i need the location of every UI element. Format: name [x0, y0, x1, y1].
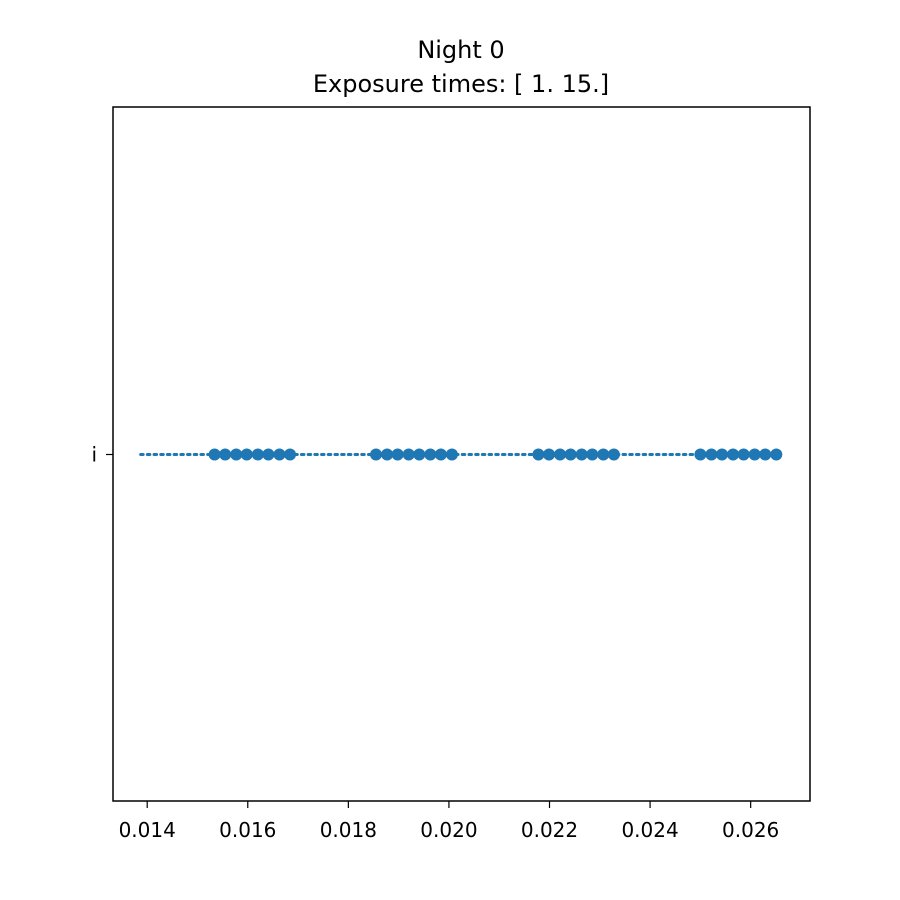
x-tick-label: 0.014 — [119, 818, 176, 842]
data-point — [586, 448, 599, 461]
data-point — [770, 448, 783, 461]
axes: 0.014 0.016 0.018 0.020 0.022 0.024 0.026 i — [91, 106, 811, 842]
data-point — [532, 448, 545, 461]
data-point — [434, 448, 447, 461]
data-point — [262, 448, 275, 461]
data-point — [208, 448, 221, 461]
data-point — [240, 448, 253, 461]
data-point — [554, 448, 567, 461]
chart-title: Night 0 — [417, 36, 504, 64]
data-point — [391, 448, 404, 461]
data-point — [737, 448, 750, 461]
data-point — [219, 448, 232, 461]
data-point — [705, 448, 718, 461]
data-point — [715, 448, 728, 461]
x-tick-label: 0.022 — [521, 818, 578, 842]
data-point — [381, 448, 394, 461]
data-point — [273, 448, 286, 461]
x-tick-label: 0.020 — [420, 818, 477, 842]
data-point — [402, 448, 415, 461]
data-point — [370, 448, 383, 461]
data-point — [445, 448, 458, 461]
data-point — [748, 448, 761, 461]
data-point — [694, 448, 707, 461]
data-point — [424, 448, 437, 461]
data-point — [727, 448, 740, 461]
x-tick-label: 0.026 — [722, 818, 779, 842]
data-point — [251, 448, 264, 461]
data-point — [564, 448, 577, 461]
chart-subtitle: Exposure times: [ 1. 15.] — [313, 70, 609, 98]
data-point — [575, 448, 588, 461]
y-tick-label: i — [91, 443, 97, 467]
x-tick-label: 0.024 — [621, 818, 678, 842]
data-point — [413, 448, 426, 461]
data-point — [607, 448, 620, 461]
x-tick-label: 0.018 — [320, 818, 377, 842]
data-point — [597, 448, 610, 461]
data-point — [230, 448, 243, 461]
x-tick-label: 0.016 — [219, 818, 276, 842]
data-point — [759, 448, 772, 461]
data-point — [284, 448, 297, 461]
plot-area — [139, 448, 783, 461]
data-point — [543, 448, 556, 461]
